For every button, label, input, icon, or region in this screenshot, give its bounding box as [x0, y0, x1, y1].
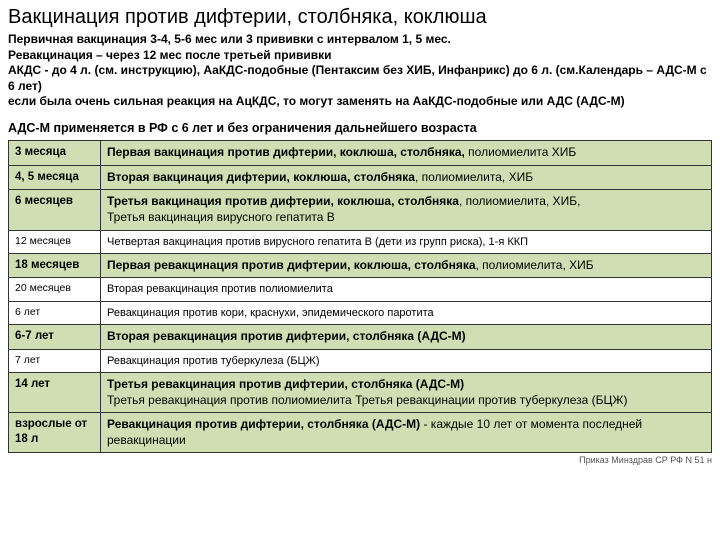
table-row: 3 месяцаПервая вакцинация против дифтери…	[9, 141, 712, 166]
desc-cell: Третья вакцинация против дифтерии, коклю…	[101, 190, 712, 230]
intro-text: Первичная вакцинация 3-4, 5-6 мес или 3 …	[8, 32, 712, 110]
table-row: 6-7 летВторая ревакцинация против дифтер…	[9, 325, 712, 350]
footnote: Приказ Минздрав СР РФ N 51 н	[8, 455, 712, 467]
age-cell: 6 лет	[9, 301, 101, 324]
table-row: 7 летРевакцинация против туберкулеза (БЦ…	[9, 349, 712, 372]
desc-cell: Третья ревакцинация против дифтерии, сто…	[101, 372, 712, 412]
age-cell: 6 месяцев	[9, 190, 101, 230]
table-row: взрослые от 18 лРевакцинация против дифт…	[9, 413, 712, 453]
table-row: 4, 5 месяцаВторая вакцинация дифтерии, к…	[9, 165, 712, 190]
table-row: 18 месяцевПервая ревакцинация против диф…	[9, 253, 712, 278]
age-cell: 20 месяцев	[9, 278, 101, 301]
age-cell: 6-7 лет	[9, 325, 101, 350]
table-row: 6 летРевакцинация против кори, краснухи,…	[9, 301, 712, 324]
desc-cell: Первая ревакцинация против дифтерии, кок…	[101, 253, 712, 278]
desc-cell: Первая вакцинация против дифтерии, коклю…	[101, 141, 712, 166]
age-cell: 14 лет	[9, 372, 101, 412]
desc-cell: Вторая ревакцинация против полиомиелита	[101, 278, 712, 301]
age-cell: взрослые от 18 л	[9, 413, 101, 453]
age-cell: 4, 5 месяца	[9, 165, 101, 190]
table-row: 14 летТретья ревакцинация против дифтери…	[9, 372, 712, 412]
desc-cell: Четвертая вакцинация против вирусного ге…	[101, 230, 712, 253]
age-cell: 18 месяцев	[9, 253, 101, 278]
subhead-text: АДС-М применяется в РФ с 6 лет и без огр…	[8, 120, 712, 136]
vaccination-table: 3 месяцаПервая вакцинация против дифтери…	[8, 140, 712, 453]
desc-cell: Ревакцинация против кори, краснухи, эпид…	[101, 301, 712, 324]
desc-cell: Ревакцинация против туберкулеза (БЦЖ)	[101, 349, 712, 372]
desc-cell: Вторая вакцинация дифтерии, коклюша, сто…	[101, 165, 712, 190]
age-cell: 12 месяцев	[9, 230, 101, 253]
table-row: 20 месяцевВторая ревакцинация против пол…	[9, 278, 712, 301]
table-row: 12 месяцевЧетвертая вакцинация против ви…	[9, 230, 712, 253]
age-cell: 3 месяца	[9, 141, 101, 166]
desc-cell: Вторая ревакцинация против дифтерии, сто…	[101, 325, 712, 350]
table-row: 6 месяцевТретья вакцинация против дифтер…	[9, 190, 712, 230]
desc-cell: Ревакцинация против дифтерии, столбняка …	[101, 413, 712, 453]
page-title: Вакцинация против дифтерии, столбняка, к…	[8, 4, 712, 30]
age-cell: 7 лет	[9, 349, 101, 372]
